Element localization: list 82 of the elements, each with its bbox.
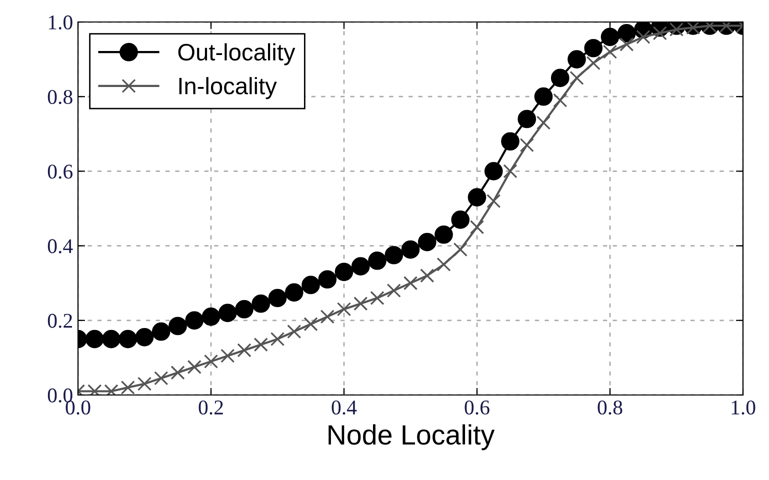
point xyxy=(270,332,285,346)
point xyxy=(584,38,603,58)
point xyxy=(403,276,418,290)
point xyxy=(620,37,634,52)
point xyxy=(354,296,368,311)
point xyxy=(235,300,254,318)
point xyxy=(401,240,420,259)
point xyxy=(550,68,570,88)
y-tick-label: 0.6 xyxy=(48,164,73,179)
point xyxy=(304,317,318,332)
point xyxy=(320,310,334,324)
point xyxy=(368,252,386,270)
x-tick-label: 0.4 xyxy=(332,400,357,415)
point xyxy=(534,87,553,106)
point xyxy=(453,242,468,257)
point xyxy=(553,93,568,108)
point xyxy=(152,322,170,341)
point xyxy=(636,30,650,44)
point xyxy=(600,28,620,46)
point xyxy=(384,246,404,264)
point xyxy=(570,70,584,86)
point xyxy=(351,257,370,276)
legend-label: In-locality xyxy=(179,77,277,100)
y-tick-label: 0.8 xyxy=(48,90,72,104)
point xyxy=(168,316,187,336)
point xyxy=(486,194,501,208)
point xyxy=(85,330,104,348)
point xyxy=(135,328,154,346)
y-tick-label: 0.0 xyxy=(48,388,72,403)
x-tick-label: 0.2 xyxy=(198,400,223,415)
legend-label: Out-locality xyxy=(178,43,296,66)
point xyxy=(204,354,218,369)
point xyxy=(287,324,302,339)
x-tick-label: 0.8 xyxy=(598,400,622,415)
x-tick-label: 1.0 xyxy=(732,400,756,415)
point xyxy=(617,24,636,42)
point xyxy=(318,270,337,289)
point xyxy=(518,110,536,128)
point xyxy=(536,116,551,130)
point xyxy=(468,188,486,206)
point xyxy=(252,294,270,313)
point xyxy=(470,220,484,234)
point xyxy=(202,308,220,326)
point xyxy=(436,257,451,272)
point xyxy=(484,162,503,180)
point xyxy=(418,232,436,252)
point xyxy=(420,268,434,283)
y-tick-label: 0.2 xyxy=(48,314,72,328)
point xyxy=(237,343,252,358)
x-axis-title: Node Locality xyxy=(328,424,495,450)
point xyxy=(154,371,168,386)
point xyxy=(118,330,138,348)
point xyxy=(501,132,520,151)
point xyxy=(451,210,470,229)
point xyxy=(102,330,120,348)
point xyxy=(568,50,586,68)
point xyxy=(220,348,235,363)
point xyxy=(520,138,534,152)
point xyxy=(434,225,453,244)
point xyxy=(586,56,600,70)
point xyxy=(503,164,518,178)
point xyxy=(185,311,204,330)
point xyxy=(170,366,185,380)
point xyxy=(254,338,268,352)
point xyxy=(370,290,384,306)
point xyxy=(686,22,700,35)
x-tick-label: 0.6 xyxy=(464,400,490,415)
point xyxy=(187,360,202,374)
point xyxy=(334,262,354,282)
point xyxy=(336,302,352,316)
y-tick-label: 0.4 xyxy=(48,239,73,254)
point xyxy=(284,283,304,302)
point xyxy=(120,380,135,395)
point xyxy=(602,44,618,59)
point xyxy=(302,276,320,294)
point xyxy=(386,283,401,298)
point xyxy=(268,288,287,308)
point xyxy=(218,304,237,322)
point xyxy=(652,26,667,40)
x-tick-label: 0.0 xyxy=(66,400,90,415)
point xyxy=(137,376,152,391)
y-tick-label: 1.0 xyxy=(48,15,72,30)
